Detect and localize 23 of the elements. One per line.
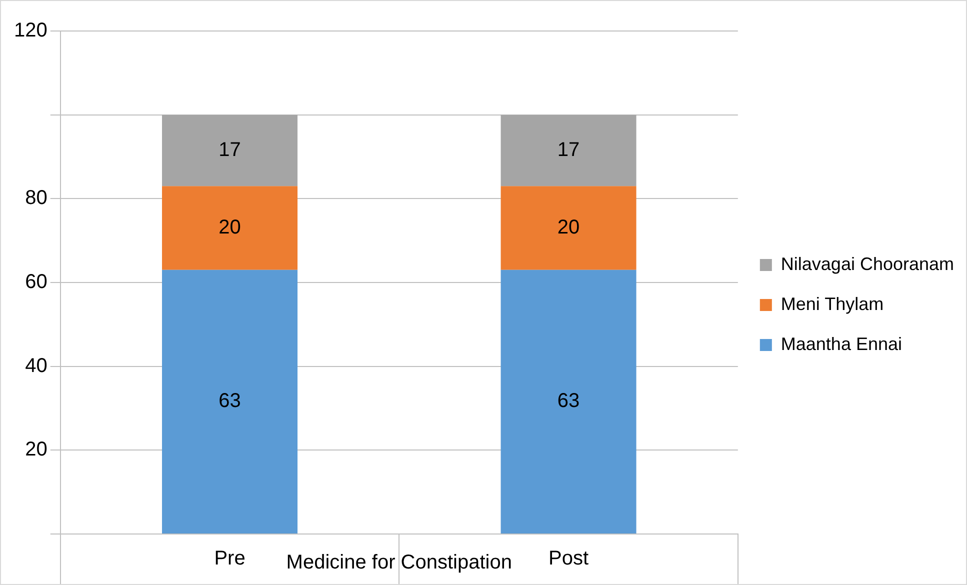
x-tick-label: Pre [214,548,246,570]
data-label: 17 [218,138,241,161]
y-tick-label: 120 [14,20,48,42]
bar [162,114,298,186]
legend-label: Meni Thylam [780,294,884,314]
data-label: 63 [557,390,580,412]
bar [500,186,636,270]
y-tick-label: 80 [25,187,48,210]
bar [162,186,298,270]
legend-label: Nilavagai Chooranam [780,254,954,274]
y-tick-label: 20 [25,438,48,461]
data-label: 20 [557,216,580,239]
bar [162,270,298,534]
x-tick-label: Post [548,548,589,570]
y-tick-label: 40 [25,354,48,377]
y-tick-label: 60 [25,271,48,294]
data-label: 20 [218,216,241,239]
x-axis-title: Medicine for Constipation [286,552,512,574]
bar [500,114,636,186]
legend-label: Maantha Ennai [780,334,902,354]
bar [500,270,636,534]
data-label: 17 [557,138,580,161]
data-label: 63 [218,390,241,412]
